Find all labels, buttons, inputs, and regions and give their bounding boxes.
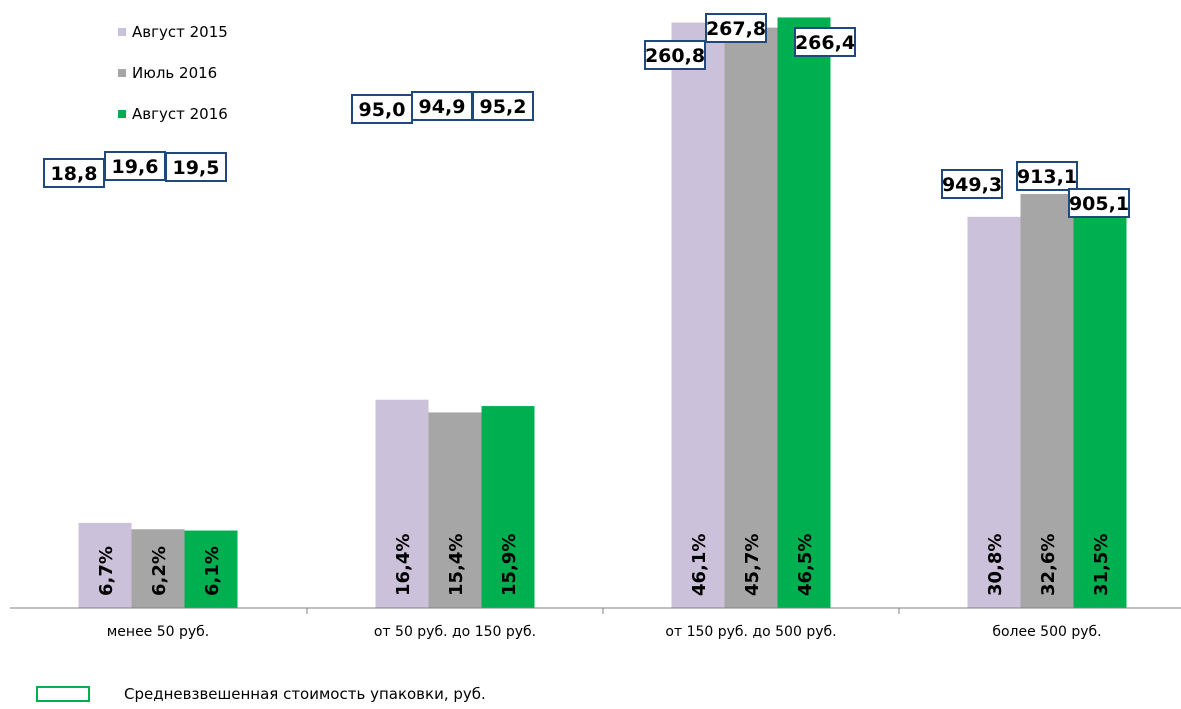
bar-share-label: 15,9%: [499, 534, 520, 596]
price-box: [1068, 188, 1130, 218]
note-box-swatch: [36, 686, 90, 702]
bar-share-label: 16,4%: [393, 534, 414, 596]
bar-share-label: 15,4%: [446, 534, 467, 596]
category-label: менее 50 руб.: [107, 624, 210, 640]
legend-label: Август 2016: [132, 105, 228, 123]
category-label: от 50 руб. до 150 руб.: [374, 624, 536, 640]
bar-share-label: 31,5%: [1091, 534, 1112, 596]
price-box: [1016, 161, 1078, 191]
bar-share-label: 32,6%: [1038, 534, 1059, 596]
price-box: [941, 169, 1003, 199]
legend-label: Август 2015: [132, 23, 228, 41]
price-box: [705, 13, 767, 43]
avg-price-label: 19,6: [112, 156, 159, 178]
price-box-note: Средневзвешенная стоимость упаковки, руб…: [36, 685, 486, 703]
legend-item: Июль 2016: [118, 63, 228, 83]
price-box: [644, 40, 706, 70]
avg-price-label: 19,5: [173, 157, 220, 179]
category-label: от 150 руб. до 500 руб.: [665, 624, 836, 640]
bar: [724, 27, 778, 609]
avg-price-label: 905,1: [1069, 193, 1129, 215]
bar-share-label: 6,2%: [149, 546, 170, 596]
avg-price-label: 949,3: [942, 174, 1002, 196]
legend-item: Август 2016: [118, 104, 228, 124]
note-label: Средневзвешенная стоимость упаковки, руб…: [124, 685, 486, 703]
bar: [967, 216, 1021, 608]
legend: Август 2015 Июль 2016 Август 2016: [118, 22, 228, 145]
bar: [481, 406, 535, 608]
avg-price-label: 267,8: [706, 18, 766, 40]
bar: [375, 399, 429, 608]
bar-share-label: 6,1%: [202, 546, 223, 596]
price-box: [104, 151, 166, 181]
bar-share-label: 46,1%: [689, 534, 710, 596]
bar: [78, 522, 132, 608]
price-box: [794, 27, 856, 57]
legend-swatch: [118, 69, 126, 77]
price-box: [411, 91, 473, 121]
avg-price-label: 266,4: [795, 32, 855, 54]
avg-price-label: 94,9: [419, 96, 466, 118]
bar-share-label: 45,7%: [742, 534, 763, 596]
bar-share-label: 46,5%: [795, 534, 816, 596]
avg-price-label: 18,8: [51, 163, 98, 185]
price-box: [165, 152, 227, 182]
category-label: более 500 руб.: [992, 624, 1101, 640]
avg-price-label: 260,8: [645, 45, 705, 67]
legend-item: Август 2015: [118, 22, 228, 42]
bar: [777, 17, 831, 608]
legend-swatch: [118, 110, 126, 118]
bar: [131, 529, 185, 608]
bar-share-label: 6,7%: [96, 546, 117, 596]
legend-swatch: [118, 28, 126, 36]
bar: [428, 412, 482, 608]
legend-label: Июль 2016: [132, 64, 218, 82]
bar: [671, 22, 725, 608]
bar: [184, 530, 238, 608]
bar: [1020, 193, 1074, 609]
avg-price-label: 95,2: [480, 96, 527, 118]
price-box: [472, 91, 534, 121]
bar: [1073, 207, 1127, 608]
bar-share-label: 30,8%: [985, 534, 1006, 596]
avg-price-label: 913,1: [1017, 166, 1077, 188]
avg-price-label: 95,0: [359, 99, 406, 121]
